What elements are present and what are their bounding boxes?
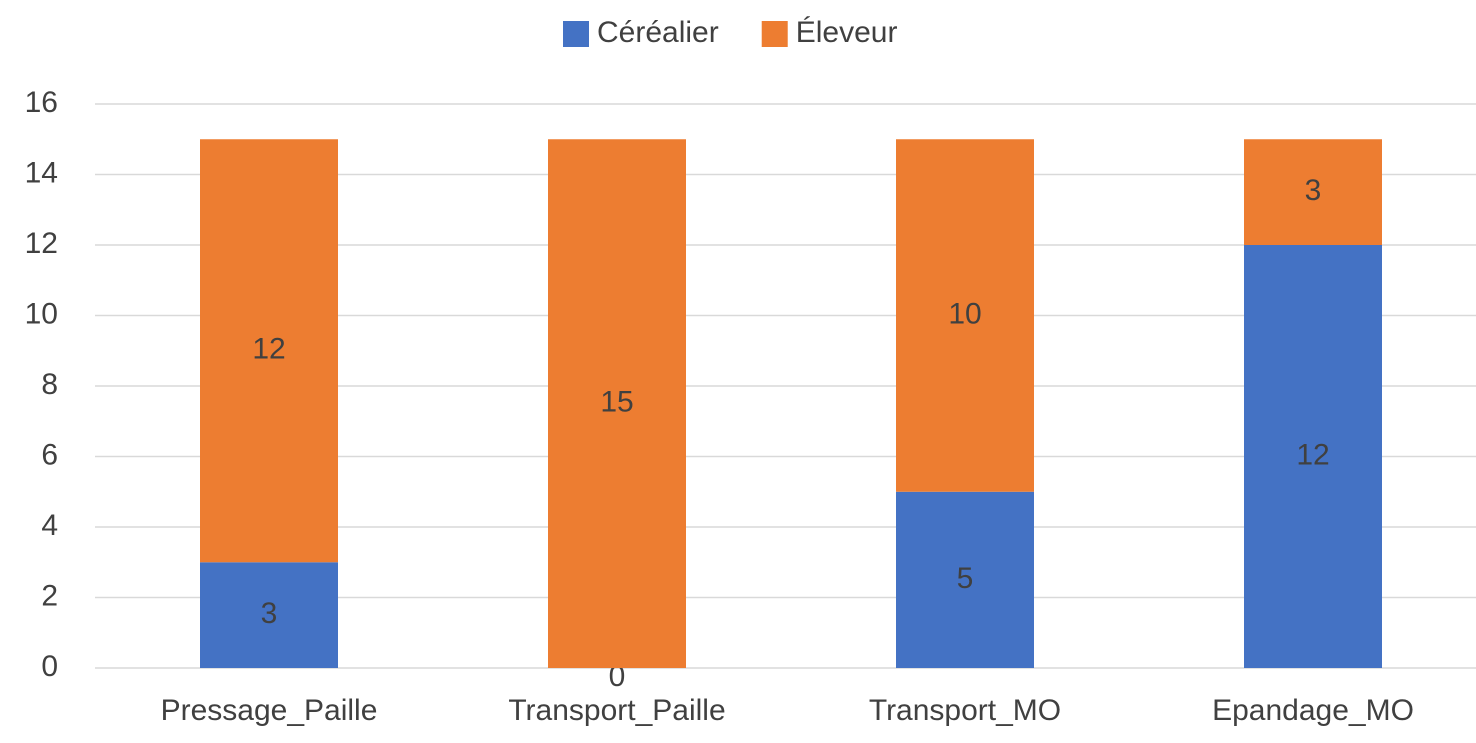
legend-swatch [761, 21, 788, 47]
x-tick-label: Transport_Paille [508, 694, 725, 727]
y-tick-label: 4 [41, 509, 58, 542]
legend-swatch [563, 21, 589, 47]
data-label: 3 [261, 597, 278, 630]
x-tick-label: Epandage_MO [1212, 694, 1414, 727]
y-tick-label: 2 [41, 579, 58, 612]
bar-segment [200, 562, 338, 668]
legend-label: Éleveur [796, 16, 898, 49]
data-label: 12 [1296, 438, 1329, 471]
bar-segment [896, 491, 1034, 668]
bar-segment [896, 139, 1034, 492]
bar-segment [548, 139, 686, 668]
data-label: 5 [957, 562, 974, 595]
y-tick-label: 0 [41, 650, 58, 683]
y-tick-label: 12 [25, 227, 58, 260]
bar-segment [200, 139, 338, 563]
y-tick-label: 10 [25, 297, 58, 330]
data-label: 15 [600, 386, 633, 419]
bar-segment [1244, 245, 1382, 668]
data-label: 10 [948, 297, 981, 330]
y-tick-label: 6 [41, 438, 58, 471]
y-tick-label: 14 [25, 156, 58, 189]
x-tick-label: Pressage_Paille [161, 694, 378, 727]
data-label: 0 [609, 660, 626, 693]
y-tick-label: 16 [25, 86, 58, 119]
y-tick-label: 8 [41, 368, 58, 401]
legend-label: Céréalier [597, 16, 719, 49]
data-label: 12 [252, 333, 285, 366]
data-label: 3 [1305, 174, 1322, 207]
x-tick-label: Transport_MO [869, 694, 1061, 727]
bar-segment [1244, 139, 1382, 245]
